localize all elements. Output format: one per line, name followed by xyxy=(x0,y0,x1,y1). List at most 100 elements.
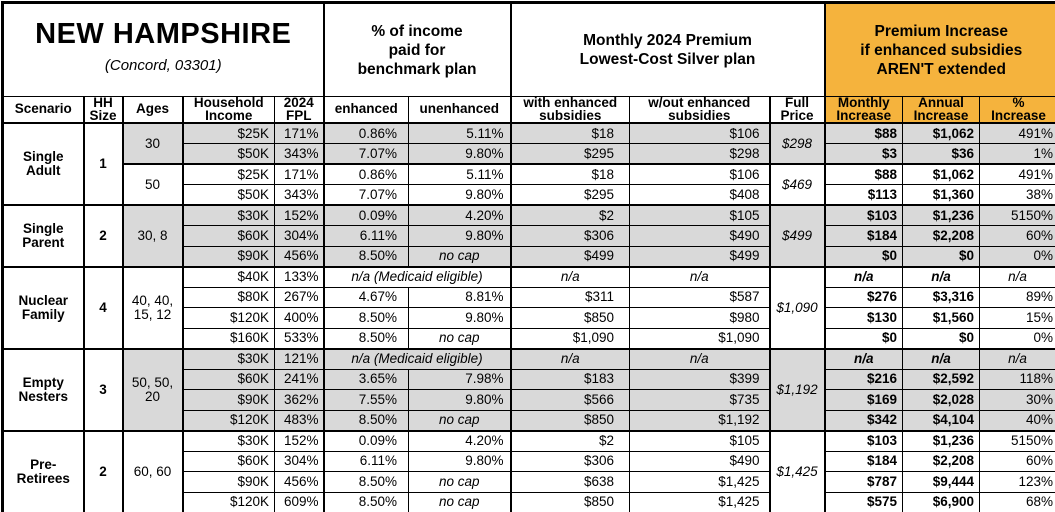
household-income: $60K xyxy=(181,450,275,472)
table-row: Single Adult 1 30 $25K 171% 0.86% 5.11% $18 $106… xyxy=(2,122,1055,206)
annual-increase: $2,028 xyxy=(902,389,981,411)
annual-increase: $4,104 xyxy=(902,409,981,431)
ages: 50, 50, 20 xyxy=(121,347,183,431)
ages: 50 xyxy=(121,163,183,206)
table-row: $90K 456% 8.50% no cap $499 $499 $0 $0 0% xyxy=(3,245,1055,267)
premium-without-subsidies: $106 xyxy=(629,122,770,144)
percent-increase: 0% xyxy=(979,327,1055,349)
hh-size: 2 xyxy=(82,204,123,267)
fpl-percent: 121% xyxy=(274,347,324,370)
hh-size: 2 xyxy=(82,429,123,512)
table-row: Single Parent 2 30, 8 $30K 152% 0.09% 4.20% $2 $… xyxy=(2,204,1055,267)
income-group-header: % of income paid for benchmark plan xyxy=(322,2,511,97)
premium-without-subsidies: $105 xyxy=(629,204,770,226)
table-row: Pre- Retirees 2 60, 60 $30K 152% 0.09% 4.20% $2… xyxy=(2,429,1055,512)
unenhanced-percent: 8.81% xyxy=(408,286,511,308)
percent-increase: 89% xyxy=(979,286,1055,308)
percent-increase: 123% xyxy=(979,471,1055,493)
percent-increase: 118% xyxy=(979,368,1055,390)
percent-increase: 0% xyxy=(979,245,1055,267)
premium-without-subsidies: $298 xyxy=(629,143,770,165)
premium-without-subsidies: $587 xyxy=(629,286,770,308)
premium-with-subsidies: $183 xyxy=(509,368,630,390)
col-header-hh-size: HH Size xyxy=(82,96,123,124)
unenhanced-percent: 5.11% xyxy=(408,163,511,185)
premium-without-subsidies: $490 xyxy=(629,450,770,472)
monthly-increase: $3 xyxy=(823,143,904,165)
household-income: $60K xyxy=(181,368,275,390)
premium-without-subsidies: n/a xyxy=(629,265,770,288)
medicaid-note: n/a (Medicaid eligible) xyxy=(322,347,511,370)
monthly-increase: $169 xyxy=(823,389,904,411)
annual-increase: $36 xyxy=(902,143,981,165)
unenhanced-percent: 9.80% xyxy=(408,225,511,247)
col-header-with-enhanced-subsidies: with enhanced subsidies xyxy=(509,96,630,124)
scenario-name: Single Parent xyxy=(2,204,84,267)
ages: 40, 40, 15, 12 xyxy=(121,265,183,349)
col-header-monthly-increase: Monthly Increase xyxy=(823,96,904,124)
household-income: $60K xyxy=(181,225,275,247)
household-income: $120K xyxy=(181,307,275,329)
enhanced-percent: 8.50% xyxy=(322,491,409,512)
monthly-increase: $103 xyxy=(823,429,904,452)
household-income: $40K xyxy=(181,265,275,288)
col-header-scenario: Scenario xyxy=(2,96,84,124)
fpl-percent: 609% xyxy=(274,491,324,512)
unenhanced-percent: no cap xyxy=(408,409,511,431)
monthly-increase: $103 xyxy=(823,204,904,226)
fpl-percent: 152% xyxy=(274,429,324,452)
monthly-increase: $342 xyxy=(823,409,904,431)
enhanced-percent: 8.50% xyxy=(322,471,409,493)
household-income: $50K xyxy=(181,143,275,165)
fpl-percent: 533% xyxy=(274,327,324,349)
increase-group-header: Premium Increase if enhanced subsidies A… xyxy=(823,2,1055,97)
premium-with-subsidies: $850 xyxy=(509,491,630,512)
full-price: $1,192 xyxy=(768,347,826,431)
fpl-percent: 456% xyxy=(274,471,324,493)
col-header-household-income: Household Income xyxy=(181,96,275,124)
table-row: Nuclear Family 4 40, 40, 15, 12 $40K 133% n/a… xyxy=(2,265,1055,349)
household-income: $90K xyxy=(181,471,275,493)
unenhanced-percent: 5.11% xyxy=(408,122,511,144)
household-income: $160K xyxy=(181,327,275,349)
col-header-2024-fpl: 2024 FPL xyxy=(274,96,324,124)
household-income: $25K xyxy=(181,122,275,144)
household-income: $50K xyxy=(181,184,275,206)
premium-without-subsidies: $735 xyxy=(629,389,770,411)
col-header-unenhanced: unenhanced xyxy=(408,96,511,124)
unenhanced-percent: no cap xyxy=(408,327,511,349)
unenhanced-percent: no cap xyxy=(408,471,511,493)
household-income: $120K xyxy=(181,491,275,512)
enhanced-percent: 8.50% xyxy=(322,245,409,267)
monthly-increase: $88 xyxy=(823,163,904,185)
hh-size: 4 xyxy=(82,265,123,349)
enhanced-percent: 7.55% xyxy=(322,389,409,411)
annual-increase: $2,592 xyxy=(902,368,981,390)
percent-increase: 30% xyxy=(979,389,1055,411)
premium-without-subsidies: $1,425 xyxy=(629,471,770,493)
ages: 30, 8 xyxy=(121,204,183,267)
premium-with-subsidies: $295 xyxy=(509,184,630,206)
premium-without-subsidies: $1,090 xyxy=(629,327,770,349)
full-price: $1,090 xyxy=(768,265,826,349)
fpl-percent: 267% xyxy=(274,286,324,308)
full-price: $469 xyxy=(768,163,826,206)
premium-without-subsidies: $1,192 xyxy=(629,409,770,431)
enhanced-percent: 8.50% xyxy=(322,327,409,349)
unenhanced-percent: 4.20% xyxy=(408,429,511,452)
annual-increase: $1,236 xyxy=(902,204,981,226)
hh-size: 1 xyxy=(82,122,123,206)
monthly-increase: n/a xyxy=(823,347,904,370)
fpl-percent: 400% xyxy=(274,307,324,329)
percent-increase: n/a xyxy=(979,347,1055,370)
premium-with-subsidies: $18 xyxy=(509,122,630,144)
monthly-increase: $0 xyxy=(823,245,904,267)
annual-increase: $1,236 xyxy=(902,429,981,452)
annual-increase: $1,360 xyxy=(902,184,981,206)
annual-increase: n/a xyxy=(902,265,981,288)
monthly-increase: $787 xyxy=(823,471,904,493)
premium-with-subsidies: $638 xyxy=(509,471,630,493)
unenhanced-percent: 4.20% xyxy=(408,204,511,226)
scenario-name: Single Adult xyxy=(2,122,84,206)
